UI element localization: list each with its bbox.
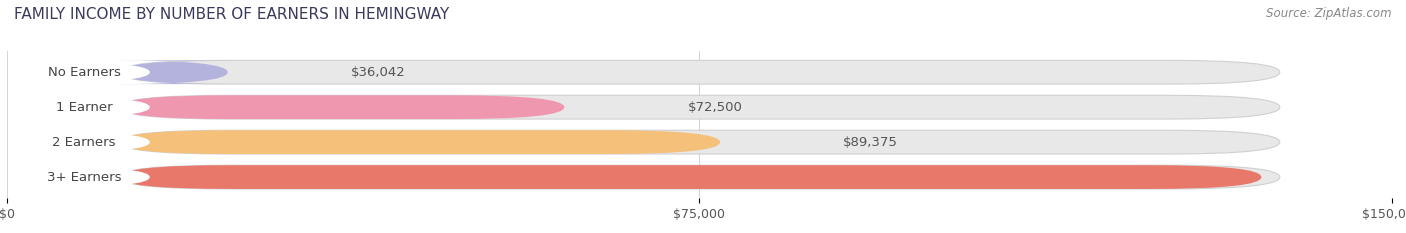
Text: FAMILY INCOME BY NUMBER OF EARNERS IN HEMINGWAY: FAMILY INCOME BY NUMBER OF EARNERS IN HE… bbox=[14, 7, 450, 22]
FancyBboxPatch shape bbox=[120, 130, 720, 154]
FancyBboxPatch shape bbox=[18, 132, 150, 152]
FancyBboxPatch shape bbox=[120, 165, 1261, 189]
Bar bbox=[7, 130, 1392, 154]
Bar bbox=[7, 165, 1374, 189]
Bar bbox=[7, 95, 1392, 119]
Text: No Earners: No Earners bbox=[48, 66, 121, 79]
Text: Source: ZipAtlas.com: Source: ZipAtlas.com bbox=[1267, 7, 1392, 20]
Bar bbox=[7, 60, 340, 84]
Text: $72,500: $72,500 bbox=[688, 101, 742, 114]
Bar bbox=[7, 60, 1392, 84]
Text: 2 Earners: 2 Earners bbox=[52, 136, 115, 149]
FancyBboxPatch shape bbox=[120, 130, 1279, 154]
Bar bbox=[7, 95, 676, 119]
Bar bbox=[7, 130, 832, 154]
Text: $89,375: $89,375 bbox=[844, 136, 898, 149]
Text: 1 Earner: 1 Earner bbox=[56, 101, 112, 114]
FancyBboxPatch shape bbox=[120, 95, 564, 119]
Text: 3+ Earners: 3+ Earners bbox=[46, 171, 121, 184]
FancyBboxPatch shape bbox=[120, 165, 1279, 189]
FancyBboxPatch shape bbox=[18, 167, 150, 187]
FancyBboxPatch shape bbox=[120, 60, 1279, 84]
Text: $148,000: $148,000 bbox=[1303, 171, 1367, 184]
FancyBboxPatch shape bbox=[115, 60, 231, 84]
Text: $36,042: $36,042 bbox=[352, 66, 405, 79]
Bar bbox=[7, 165, 1392, 189]
FancyBboxPatch shape bbox=[18, 62, 150, 82]
FancyBboxPatch shape bbox=[120, 95, 1279, 119]
FancyBboxPatch shape bbox=[18, 97, 150, 117]
